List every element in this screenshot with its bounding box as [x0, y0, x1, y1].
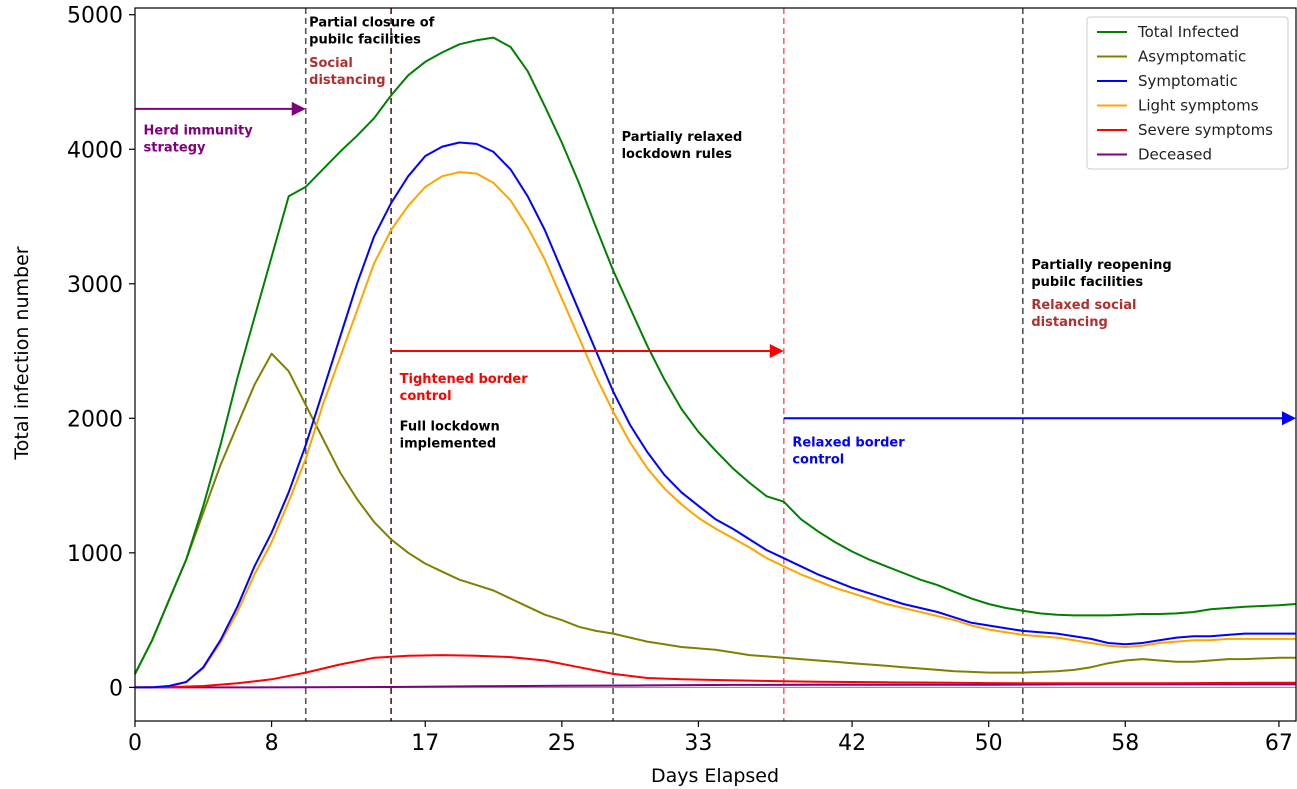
plot-frame — [134, 7, 1297, 722]
y-tick-label: 1000 — [67, 542, 123, 567]
annotation-tightened-border-control: Tightened border control — [400, 372, 529, 404]
annotation-partially-relaxed-lockdown-rules: Partially relaxed lockdown rules — [622, 130, 743, 162]
x-tick-label: 42 — [838, 731, 866, 756]
y-axis-label: Total infection number — [11, 246, 33, 460]
legend-label-total-infected: Total Infected — [1137, 23, 1239, 41]
annotation-relaxed-social-distancing: Relaxed social distancing — [1031, 298, 1136, 330]
annotation-herd-immunity-strategy: Herd immunity strategy — [144, 123, 254, 155]
annotation-partial-closure-of-pubilc-facilities: Partial closure of pubilc facilities — [309, 16, 435, 48]
annotation-relaxed-border-control: Relaxed border control — [792, 435, 905, 467]
y-tick-label: 4000 — [67, 138, 123, 163]
x-tick-label: 50 — [975, 731, 1003, 756]
plot-area: Herd immunity strategy Partial closure of p… — [67, 4, 1297, 756]
legend-label-asymptomatic: Asymptomatic — [1138, 48, 1246, 66]
legend-label-severe-symptoms: Severe symptoms — [1138, 121, 1273, 139]
y-tick-label: 5000 — [67, 4, 123, 29]
legend: Total Infected Asymptomatic Symptomatic Lig… — [1086, 16, 1289, 170]
series-line-symptomatic — [135, 141, 1296, 689]
annotation-partially-reopening-pubilc-facilities: Partially reopening pubilc facilities — [1031, 258, 1171, 290]
x-tick-label: 8 — [265, 731, 279, 756]
series-line-deceased — [135, 683, 1296, 689]
arrow-head-1 — [291, 101, 306, 116]
annotation-full-lockdown-implemented: Full lockdown implemented — [400, 419, 500, 451]
y-tick-label: 2000 — [67, 407, 123, 432]
arrow-head-3 — [1282, 411, 1296, 426]
x-tick-label: 58 — [1111, 731, 1139, 756]
series-line-light-symptoms — [135, 171, 1296, 689]
x-tick-label: 67 — [1265, 731, 1293, 756]
arrow-head-2 — [769, 344, 784, 359]
x-tick-label: 33 — [684, 731, 712, 756]
x-tick-label: 25 — [548, 731, 576, 756]
x-axis-label: Days Elapsed — [651, 765, 779, 787]
y-tick-label: 0 — [109, 676, 123, 701]
series-line-asymptomatic — [134, 352, 1296, 675]
annotation-social-distancing: Social distancing — [309, 56, 385, 88]
series-line-severe-symptoms — [134, 654, 1296, 689]
y-tick-label: 3000 — [67, 273, 123, 298]
legend-label-light-symptoms: Light symptoms — [1138, 97, 1259, 115]
legend-label-symptomatic: Symptomatic — [1138, 72, 1238, 90]
x-tick-label: 0 — [128, 731, 142, 756]
x-tick-label: 17 — [411, 731, 439, 756]
series-line-total-infected — [134, 36, 1297, 675]
legend-label-deceased: Deceased — [1138, 146, 1212, 164]
legend-box — [1086, 16, 1289, 170]
